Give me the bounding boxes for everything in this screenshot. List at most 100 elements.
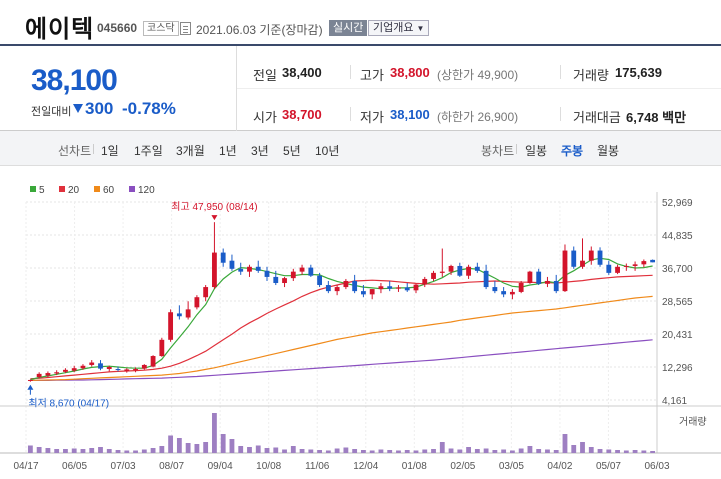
volume-bar: [124, 450, 130, 453]
volume-bar: [299, 449, 305, 453]
ma20-line: [30, 274, 653, 380]
candle-body: [448, 265, 454, 272]
candle-body: [623, 265, 629, 267]
candle-body: [396, 287, 401, 289]
volume-bar: [474, 449, 480, 453]
volume-bar: [588, 447, 594, 453]
price-chart[interactable]: 5 20 60 120 최고 47,950 (08/14) 최저 8,670 (04/1…: [0, 166, 721, 479]
y-axis: 52,969 44,835 36,700 28,565 20,431 12,296 4,16…: [662, 198, 693, 407]
volume-bar: [282, 449, 287, 453]
candle-body: [632, 264, 638, 266]
legend-swatch-120: [129, 186, 135, 192]
x-tick-label: 03/05: [499, 461, 524, 472]
volume-bar: [518, 448, 524, 453]
volume-bar: [89, 448, 95, 453]
volume-bar: [606, 449, 612, 453]
range-1w[interactable]: 1주일: [134, 144, 163, 158]
legend-label-120: 120: [138, 185, 155, 196]
x-tick-label: 12/04: [353, 461, 378, 472]
candle-body: [597, 250, 603, 265]
range-3y[interactable]: 3년: [251, 144, 269, 158]
candle-body: [369, 289, 375, 295]
divider: [560, 107, 561, 121]
candle-body: [317, 275, 323, 286]
candle-body: [115, 369, 121, 371]
chart-grid: [0, 192, 721, 454]
high-label: 고가: [360, 68, 384, 83]
y-tick-label: 52,969: [662, 198, 693, 209]
volume-bar: [448, 448, 454, 453]
x-tick-label: 04/17: [13, 461, 38, 472]
candle-body: [413, 284, 419, 291]
candle-body: [255, 266, 261, 271]
range-1y[interactable]: 1년: [219, 144, 237, 158]
amount-label: 거래대금: [573, 110, 621, 125]
candle-daily[interactable]: 일봉: [525, 144, 548, 158]
range-1d[interactable]: 1일: [101, 144, 119, 158]
x-tick-label: 04/02: [547, 461, 572, 472]
x-tick-label: 06/05: [62, 461, 87, 472]
open-label: 시가: [253, 110, 277, 125]
volume-bar: [457, 449, 463, 453]
divider: [516, 144, 517, 154]
volume-bar: [159, 446, 165, 453]
x-axis: 04/17 06/05 07/03 08/07 09/04 10/08 11/06 12/04…: [13, 461, 669, 472]
x-tick-label: 08/07: [159, 461, 184, 472]
legend-swatch-5: [30, 186, 36, 192]
volume-bar: [492, 450, 498, 453]
moving-averages: [30, 257, 653, 381]
candle-body: [360, 291, 366, 295]
volume-bars: 거래량: [27, 413, 707, 453]
candle-monthly[interactable]: 월봉: [597, 144, 620, 158]
candle-body: [176, 313, 182, 317]
corp-info-dropdown[interactable]: 기업개요 ▼: [368, 20, 430, 36]
candle-body: [220, 252, 226, 263]
candle-body: [457, 265, 463, 276]
volume-bar: [273, 447, 279, 453]
candle-body: [492, 287, 498, 292]
prev-close-value: 38,400: [282, 65, 322, 80]
candle-body: [133, 369, 138, 371]
price-panel: 38,100 전일대비 300 -0.78% 전일 38,400 고가 38,8…: [0, 44, 721, 131]
candle-body: [527, 271, 533, 284]
candle-body: [203, 287, 209, 298]
range-10y[interactable]: 10년: [315, 144, 340, 158]
range-5y[interactable]: 5년: [283, 144, 301, 158]
volume-bar: [553, 450, 559, 453]
corp-info-label: 기업개요: [373, 22, 414, 34]
candle-body: [238, 268, 244, 272]
volume-value: 175,639: [615, 65, 662, 80]
upper-limit: (상한가 49,900): [437, 68, 519, 82]
y-tick-label: 20,431: [662, 330, 693, 341]
legend-swatch-60: [94, 186, 100, 192]
candle-body: [588, 250, 594, 261]
volume-bar: [45, 448, 51, 453]
ma60-line: [30, 295, 653, 381]
calendar-icon: [180, 22, 191, 35]
range-3m[interactable]: 3개월: [176, 144, 205, 158]
x-tick-label: 06/03: [644, 461, 669, 472]
low-value: 38,100: [390, 107, 430, 122]
candle-body: [45, 373, 51, 376]
candle-body: [343, 280, 349, 288]
legend-label-20: 20: [68, 185, 80, 196]
prev-close-label: 전일: [253, 68, 277, 83]
candle-body: [150, 356, 156, 367]
volume-bar: [545, 449, 550, 453]
candle-body: [641, 261, 647, 265]
ma5-line: [30, 257, 653, 381]
divider: [350, 107, 351, 121]
volume-bar: [483, 448, 489, 453]
y-tick-label: 36,700: [662, 264, 693, 275]
volume-bar: [466, 447, 471, 453]
x-tick-label: 05/07: [596, 461, 621, 472]
candle-body: [378, 286, 384, 290]
candle-body: [474, 266, 480, 271]
candle-weekly[interactable]: 주봉: [561, 144, 584, 158]
market-badge: 코스닥: [143, 21, 179, 36]
candle-body: [536, 271, 542, 284]
change-label: 전일대비: [31, 106, 72, 118]
realtime-button[interactable]: 실시간: [329, 20, 368, 36]
volume-bar: [229, 439, 235, 453]
divider: [560, 65, 561, 79]
